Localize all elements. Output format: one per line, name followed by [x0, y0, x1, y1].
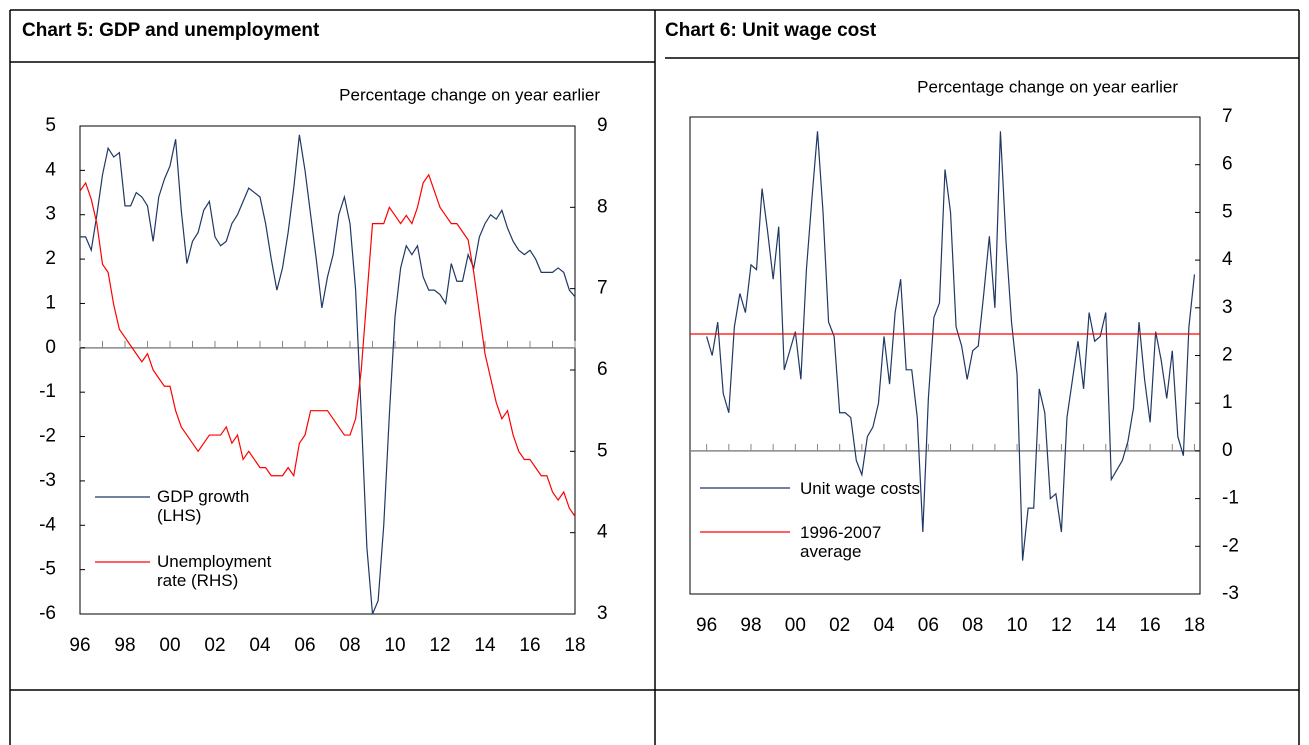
- y2-tick-label: 8: [597, 196, 608, 217]
- x-tick-label: 04: [873, 615, 895, 636]
- y2-tick-label: 4: [597, 522, 608, 543]
- y-tick-label: 3: [45, 204, 56, 225]
- y-tick-label: 4: [45, 159, 56, 180]
- x-tick-label: 06: [918, 615, 939, 636]
- chart-title: Chart 6: Unit wage cost: [665, 20, 877, 41]
- chart-subtitle: Percentage change on year earlier: [339, 85, 600, 104]
- y-tick-label: 6: [1222, 154, 1233, 175]
- y-tick-label: 5: [1222, 201, 1233, 222]
- y-tick-label: 1: [45, 292, 56, 313]
- y2-tick-label: 6: [597, 359, 608, 380]
- chart-subtitle: Percentage change on year earlier: [917, 77, 1178, 96]
- x-tick-label: 02: [829, 615, 850, 636]
- legend-label: GDP growth (LHS): [157, 487, 250, 525]
- x-tick-label: 16: [519, 635, 540, 656]
- y2-tick-label: 3: [597, 603, 608, 624]
- x-tick-label: 14: [474, 635, 496, 656]
- x-tick-label: 10: [384, 635, 405, 656]
- x-tick-label: 98: [740, 615, 761, 636]
- y-tick-label: 2: [45, 248, 56, 269]
- y-tick-label: 1: [1222, 392, 1233, 413]
- x-tick-label: 12: [1051, 615, 1072, 636]
- series-line: [80, 134, 576, 615]
- legend-label: Unemployment rate (RHS): [157, 552, 272, 590]
- y-tick-label: -2: [1222, 535, 1239, 556]
- series-line: [706, 131, 1196, 561]
- y-tick-label: -2: [39, 426, 56, 447]
- x-tick-label: 18: [564, 635, 585, 656]
- series-line: [79, 173, 576, 517]
- y2-tick-label: 7: [597, 278, 608, 299]
- y-tick-label: -3: [39, 470, 56, 491]
- x-tick-label: 00: [785, 615, 806, 636]
- x-tick-label: 18: [1184, 615, 1205, 636]
- x-tick-label: 02: [204, 635, 225, 656]
- x-tick-label: 98: [114, 635, 135, 656]
- y-tick-label: -5: [39, 559, 56, 580]
- y-tick-label: -1: [39, 381, 56, 402]
- x-tick-label: 08: [339, 635, 360, 656]
- x-tick-label: 96: [69, 635, 90, 656]
- y-tick-label: -3: [1222, 583, 1239, 604]
- y2-tick-label: 5: [597, 440, 608, 461]
- x-tick-label: 00: [159, 635, 180, 656]
- y-tick-label: -1: [1222, 488, 1239, 509]
- x-tick-label: 14: [1095, 615, 1117, 636]
- legend-label: 1996-2007 average: [800, 523, 882, 561]
- x-tick-label: 04: [249, 635, 271, 656]
- y-tick-label: 2: [1222, 345, 1233, 366]
- y-tick-label: -6: [39, 603, 56, 624]
- plot-frame: [79, 125, 576, 615]
- x-tick-label: 12: [429, 635, 450, 656]
- y-tick-label: 0: [1222, 440, 1233, 461]
- y2-tick-label: 9: [597, 115, 608, 136]
- x-tick-label: 06: [294, 635, 315, 656]
- y-tick-label: 3: [1222, 297, 1233, 318]
- x-tick-label: 08: [962, 615, 983, 636]
- legend-label: Unit wage costs: [800, 479, 920, 498]
- y-tick-label: -4: [39, 514, 56, 535]
- x-tick-label: 16: [1140, 615, 1161, 636]
- table-frame: [9, 9, 1300, 745]
- x-tick-label: 10: [1006, 615, 1027, 636]
- chart-title: Chart 5: GDP and unemployment: [22, 20, 320, 41]
- y-tick-label: 4: [1222, 249, 1233, 270]
- y-tick-label: 7: [1222, 106, 1233, 127]
- plot-frame: [689, 116, 1201, 595]
- y-tick-label: 0: [45, 337, 56, 358]
- x-tick-label: 96: [696, 615, 717, 636]
- y-tick-label: 5: [45, 115, 56, 136]
